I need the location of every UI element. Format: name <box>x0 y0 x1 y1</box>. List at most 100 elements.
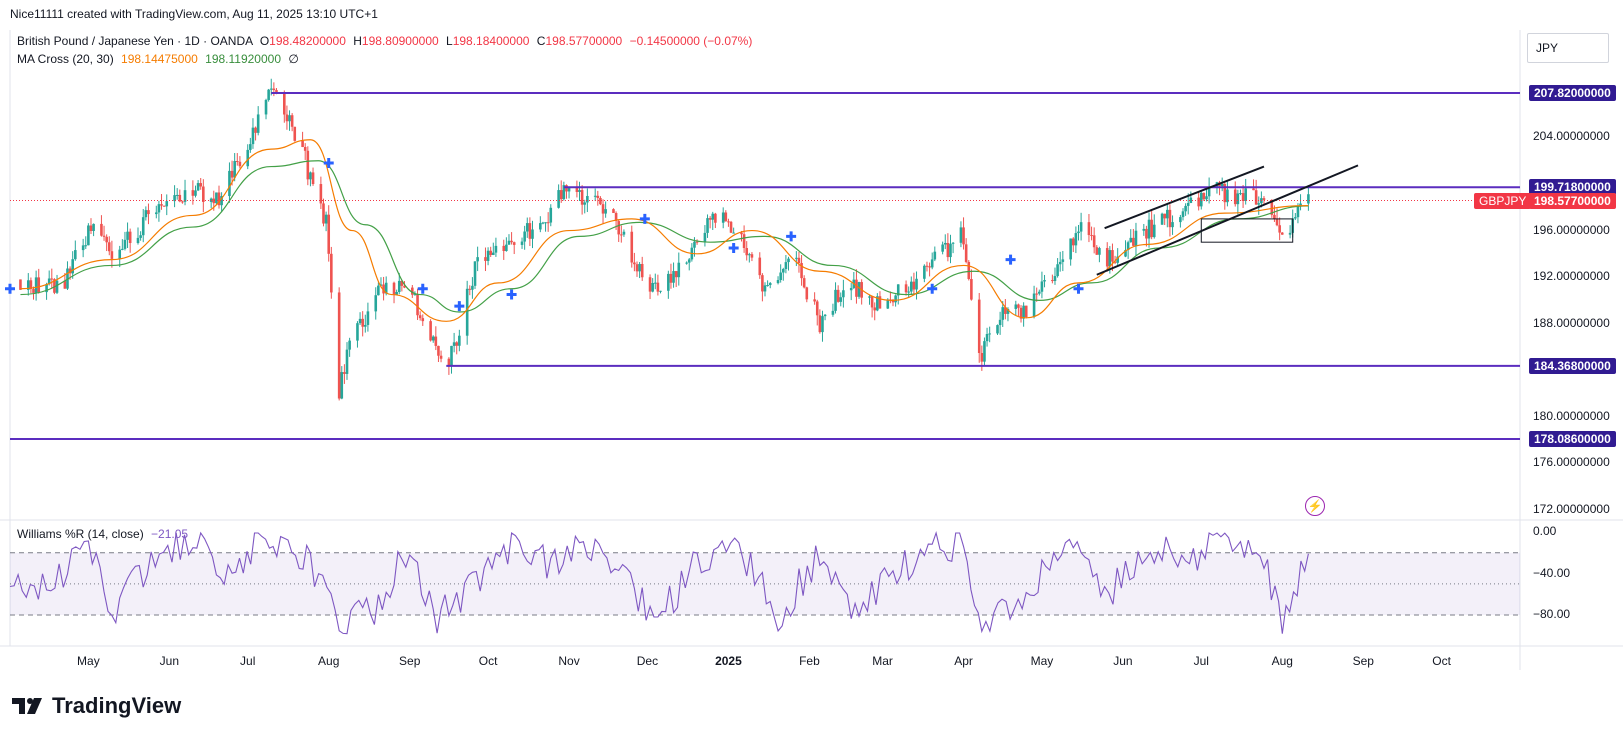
ma-cross-legend[interactable]: MA Cross (20, 30) 198.14475000 198.11920… <box>17 52 299 66</box>
candle-body <box>891 299 895 303</box>
candle-body <box>1275 218 1279 226</box>
candle-body <box>638 263 641 272</box>
candle-body <box>228 170 231 197</box>
candle-body <box>520 241 524 245</box>
rectangle-drawing[interactable] <box>1200 218 1294 243</box>
candle-body <box>306 150 310 180</box>
candle-body <box>787 258 790 263</box>
candle-body <box>413 294 417 296</box>
tradingview-logo[interactable]: TradingView <box>12 693 181 719</box>
tv-logo-icon <box>12 698 42 714</box>
candle-body <box>925 265 929 267</box>
candle-body <box>894 295 897 303</box>
candle-body <box>233 161 236 178</box>
candle-body <box>484 257 487 261</box>
candle-body <box>1147 219 1151 239</box>
ma-fast-line <box>20 139 1309 322</box>
candle-body <box>930 259 934 268</box>
level-price-tag[interactable]: 199.71800000 <box>1529 179 1616 196</box>
candle-body <box>34 277 38 293</box>
level-price-tag[interactable]: 184.36800000 <box>1529 357 1616 374</box>
candle-body <box>586 195 589 203</box>
candle-body <box>128 231 132 244</box>
candle-body <box>633 262 636 265</box>
candle-body <box>1280 232 1284 235</box>
last-price-tag[interactable]: 198.57700000 <box>1529 192 1616 209</box>
cross-marker <box>417 283 428 294</box>
candle-body <box>123 239 127 249</box>
candle-body <box>544 222 547 224</box>
candle-body <box>724 212 728 222</box>
symbol-name: British Pound / Japanese Yen · 1D · OAND… <box>17 34 253 48</box>
candle-body <box>37 277 41 293</box>
candle-body <box>1095 247 1099 255</box>
candle-body <box>886 299 890 309</box>
candle-body <box>873 307 877 311</box>
time-tick-label: Mar <box>872 654 893 668</box>
candle-body <box>667 273 670 291</box>
candle-body <box>842 290 845 298</box>
candle-body <box>288 115 291 122</box>
candle-body <box>89 225 93 232</box>
candle-body <box>434 336 438 346</box>
candle-body <box>238 161 242 167</box>
candle-body <box>1186 203 1190 206</box>
candle-body <box>1294 217 1297 219</box>
candle-body <box>47 278 51 285</box>
time-tick-label: Aug <box>1271 654 1293 668</box>
candle-body <box>653 282 657 284</box>
candle-body <box>539 223 542 230</box>
candle-body <box>1296 205 1300 218</box>
candle-body <box>502 245 506 251</box>
candle-body <box>1278 225 1281 233</box>
candle-body <box>118 249 122 259</box>
candle-body <box>301 140 304 147</box>
candle-body <box>267 89 270 100</box>
level-price-tag[interactable]: 178.08600000 <box>1529 431 1616 447</box>
candle-body <box>1152 224 1156 238</box>
candle-body <box>763 285 767 292</box>
candle-body <box>1022 305 1025 319</box>
level-price-tag[interactable]: 207.82000000 <box>1529 85 1616 101</box>
candle-body <box>732 232 735 234</box>
candle-body <box>382 284 385 294</box>
time-tick-label: Jul <box>1193 654 1209 668</box>
candle-body <box>964 244 968 262</box>
currency-button[interactable]: JPY <box>1527 33 1609 63</box>
candle-body <box>703 232 707 243</box>
candle-body <box>640 263 644 278</box>
candle-body <box>1079 222 1083 232</box>
symbol-tag[interactable]: GBPJPY <box>1474 192 1532 209</box>
candle-body <box>687 259 691 263</box>
williams-legend[interactable]: Williams %R (14, close) −21.05 <box>17 527 188 541</box>
candle-body <box>1061 259 1065 262</box>
horizontal-levels[interactable] <box>10 92 1520 440</box>
candle-body <box>523 231 526 242</box>
candle-body <box>437 345 440 356</box>
drawings[interactable] <box>1096 164 1359 276</box>
candle-body <box>750 254 754 258</box>
trend-line[interactable] <box>1096 164 1359 276</box>
candle-body <box>1171 222 1174 228</box>
candle-body <box>711 213 715 220</box>
candle-body <box>330 253 333 293</box>
candle-body <box>45 284 48 293</box>
candle-body <box>212 198 216 204</box>
candle-body <box>915 278 918 290</box>
flash-icon[interactable]: ⚡ <box>1305 496 1325 516</box>
candle-body <box>776 279 780 284</box>
candle-body <box>418 315 422 319</box>
price-tick-label: 176.00000000 <box>1533 455 1610 470</box>
time-tick-label: Dec <box>636 654 659 668</box>
chart-credit: Nice11111 created with TradingView.com, … <box>10 7 378 21</box>
candle-body <box>779 272 782 280</box>
candle-body <box>823 314 827 317</box>
candle-body <box>220 196 223 206</box>
candle-body <box>1116 256 1119 263</box>
trend-line[interactable] <box>1104 165 1265 230</box>
price-tick-label: 192.00000000 <box>1533 269 1610 284</box>
candle-body <box>549 207 553 223</box>
symbol-legend[interactable]: British Pound / Japanese Yen · 1D · OAND… <box>17 34 752 48</box>
candle-body <box>1035 293 1038 295</box>
